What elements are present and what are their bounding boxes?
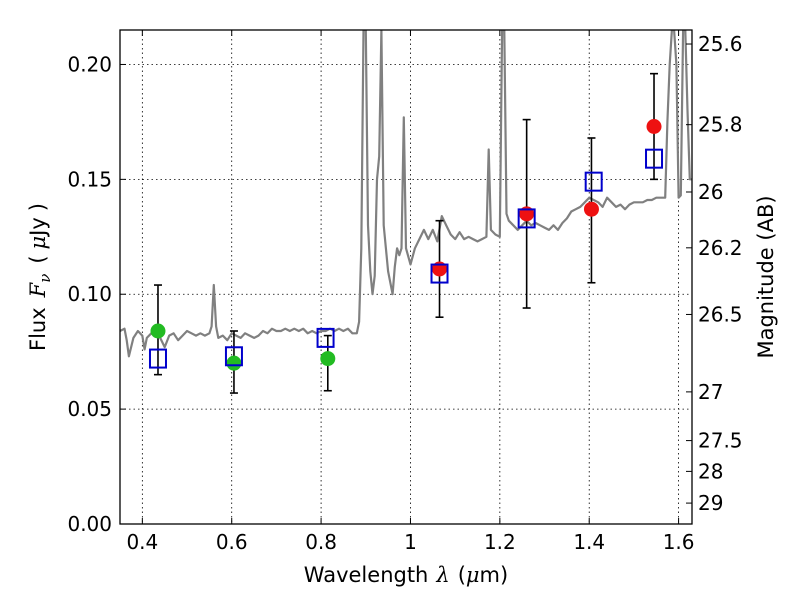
grid-lines <box>120 30 692 525</box>
y-tick-label: 0.00 <box>67 512 112 536</box>
x-tick-label: 0.6 <box>216 530 248 554</box>
model-flux-square <box>148 348 167 369</box>
y2-tick-label: 26.2 <box>698 236 743 260</box>
y-tick-label: 0.20 <box>67 52 112 76</box>
y2-tick-label: 27 <box>698 380 723 404</box>
y-axis-label: FluxFν(μJy) <box>26 203 54 351</box>
y-axis: 0.00 0.05 0.10 0.15 0.20 <box>67 52 126 536</box>
model-flux-square <box>645 148 664 169</box>
detection-point <box>150 323 166 339</box>
y-tick-label: 0.05 <box>67 397 112 421</box>
y2-tick-label: 25.8 <box>698 113 743 137</box>
model-flux-square <box>316 327 335 348</box>
x-tick-label: 0.8 <box>305 530 337 554</box>
x-tick-label: 1.2 <box>484 530 516 554</box>
y2-axis: 25.6 25.8 26 26.2 26.5 27 27.5 28 29 <box>686 32 743 515</box>
x-tick-label: 0.4 <box>126 530 158 554</box>
x-tick-label: 1 <box>404 530 417 554</box>
x-axis-label: Wavelength λ (μm) <box>304 563 508 587</box>
y2-tick-label: 28 <box>698 459 723 483</box>
model-sed-line <box>120 30 692 358</box>
detection-point <box>646 119 662 135</box>
detection-point <box>320 351 336 367</box>
y2-tick-label: 25.6 <box>698 32 743 56</box>
y2-tick-label: 26.5 <box>698 302 743 326</box>
y2-axis-label: Magnitude (AB) <box>754 195 778 358</box>
plot-frame <box>119 29 693 525</box>
plot-data-layer <box>120 30 692 394</box>
detection-point <box>226 355 242 371</box>
y-tick-label: 0.10 <box>67 282 112 306</box>
x-tick-label: 1.4 <box>573 530 605 554</box>
y-tick-label: 0.15 <box>67 167 112 191</box>
y2-tick-label: 26 <box>698 180 723 204</box>
model-flux-square <box>224 346 243 367</box>
model-flux-square <box>430 263 449 284</box>
detection-point <box>583 201 599 217</box>
x-axis: 0.4 0.6 0.8 1 1.2 1.4 1.6 <box>126 30 695 554</box>
y2-tick-label: 29 <box>698 491 723 515</box>
y2-tick-label: 27.5 <box>698 429 743 453</box>
model-flux-square <box>584 171 603 192</box>
x-tick-label: 1.6 <box>663 530 695 554</box>
model-flux-square <box>517 208 536 229</box>
